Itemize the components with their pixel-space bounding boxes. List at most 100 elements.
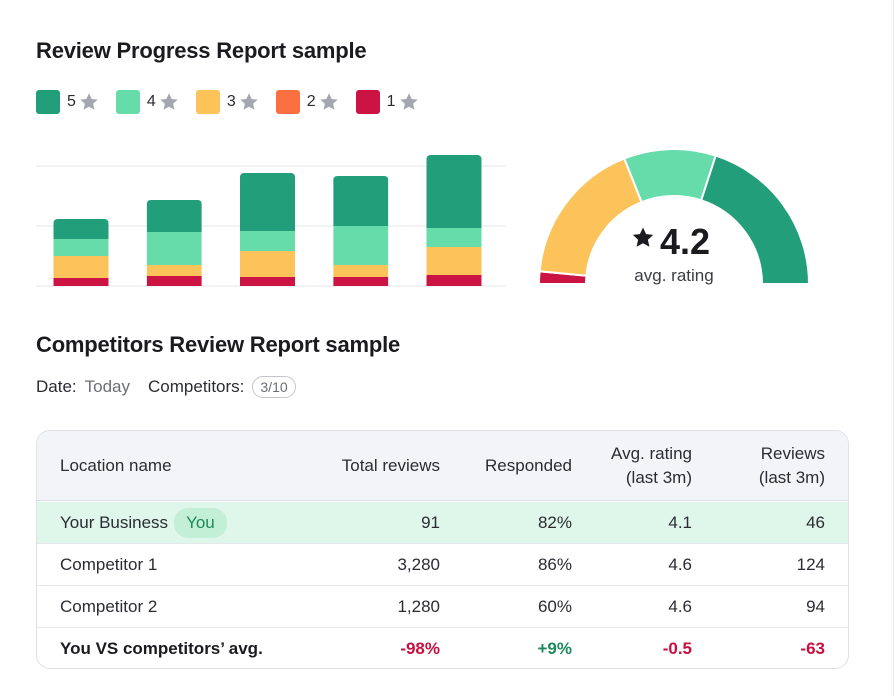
table-row: Competitor 1 3,280 86% 4.6 124 xyxy=(37,544,848,586)
bar-stack xyxy=(53,219,109,286)
cell-reviews-3m: 124 xyxy=(796,555,825,574)
legend-item-5: 5 xyxy=(36,90,100,114)
date-value: Today xyxy=(84,377,131,396)
star-icon xyxy=(319,93,338,110)
cell-location: Your Business You xyxy=(60,502,227,544)
table-row: Competitor 2 1,280 60% 4.6 94 xyxy=(37,586,848,628)
report-meta: Date: Today Competitors: 3/10 xyxy=(36,376,296,398)
bar-segment-4-star xyxy=(146,232,202,265)
gauge-segment-3-star xyxy=(538,157,643,277)
header-avg-rating-line1: Avg. rating xyxy=(611,444,692,463)
legend-swatch-1 xyxy=(355,90,380,114)
legend-item-3: 3 xyxy=(195,90,260,114)
header-avg-rating: Avg. rating (last 3m) xyxy=(611,442,692,490)
legend-swatch-3 xyxy=(195,90,220,114)
bar-segment-3-star xyxy=(240,251,295,277)
competitors-count-badge: 3/10 xyxy=(252,376,296,398)
cell-location: Competitor 2 xyxy=(60,597,158,616)
cell-total-reviews: 3,280 xyxy=(397,555,440,574)
cell-total-reviews: 1,280 xyxy=(397,597,440,616)
competitors-report-title: Competitors Review Report sample xyxy=(36,332,401,357)
legend-label-5: 5 xyxy=(67,93,76,110)
bar-segment-5-star xyxy=(426,155,482,228)
rating-gauge: 4.2 avg. rating xyxy=(537,148,811,285)
cell-reviews-3m: 94 xyxy=(806,597,825,616)
header-total-reviews: Total reviews xyxy=(341,456,440,475)
legend-label-3: 3 xyxy=(226,93,236,110)
bar-segment-1-star xyxy=(426,275,482,286)
summary-reviews-3m: -63 xyxy=(800,639,825,658)
bar-segment-4-star xyxy=(53,239,109,256)
legend-swatch-4 xyxy=(115,90,140,114)
cell-responded: 60% xyxy=(537,597,572,616)
date-label: Date: xyxy=(36,377,77,396)
star-icon xyxy=(80,93,98,110)
bar-stack xyxy=(333,176,389,286)
table-row-your-business: Your Business You 91 82% 4.1 46 xyxy=(37,502,848,544)
rating-legend: 5 4 3 2 1 xyxy=(36,90,436,114)
gauge-segment-5-star xyxy=(699,154,811,285)
gauge-segment-4-star xyxy=(623,148,717,204)
bar-segment-5-star xyxy=(333,176,389,226)
bar-segment-5-star xyxy=(146,200,202,232)
bar-segment-3-star xyxy=(146,265,202,276)
cell-avg-rating: 4.6 xyxy=(668,597,692,616)
bar-segment-5-star xyxy=(53,219,109,239)
header-reviews-3m: Reviews (last 3m) xyxy=(759,442,825,490)
competitors-table: Location name Total reviews Responded Av… xyxy=(36,430,849,669)
progress-report-title: Review Progress Report sample xyxy=(36,38,367,63)
gauge-value: 4.2 xyxy=(660,221,710,262)
legend-label-2: 2 xyxy=(306,93,316,110)
bar-segment-3-star xyxy=(53,256,109,278)
legend-item-1: 1 xyxy=(355,90,420,114)
bar-segment-4-star xyxy=(333,226,389,265)
header-responded: Responded xyxy=(485,456,572,475)
bar-segment-4-star xyxy=(426,228,482,247)
table-header: Location name Total reviews Responded Av… xyxy=(37,431,848,501)
summary-total-reviews: -98% xyxy=(400,639,440,658)
bar-segment-5-star xyxy=(240,173,295,231)
legend-item-4: 4 xyxy=(115,90,180,114)
star-icon xyxy=(160,93,178,110)
bar-stack xyxy=(240,173,295,286)
summary-label: You VS competitors’ avg. xyxy=(60,639,263,658)
cell-reviews-3m: 46 xyxy=(806,513,825,532)
legend-label-1: 1 xyxy=(386,93,396,110)
bar-segment-4-star xyxy=(240,231,295,251)
legend-label-4: 4 xyxy=(146,93,156,110)
cell-avg-rating: 4.1 xyxy=(668,513,692,532)
stacked-bar-chart xyxy=(36,155,506,287)
bar-stack xyxy=(426,155,482,286)
business-name: Your Business xyxy=(60,513,169,532)
cell-avg-rating: 4.6 xyxy=(668,555,692,574)
competitors-label: Competitors: xyxy=(148,377,245,396)
summary-avg-rating: -0.5 xyxy=(662,639,692,658)
bar-segment-1-star xyxy=(333,277,389,286)
header-reviews-line1: Reviews xyxy=(760,444,825,463)
header-reviews-line2: (last 3m) xyxy=(758,468,825,487)
star-icon xyxy=(632,227,654,247)
cell-responded: 86% xyxy=(537,555,572,574)
you-badge: You xyxy=(174,507,227,538)
cell-responded: 82% xyxy=(537,513,572,532)
summary-responded: +9% xyxy=(537,639,573,658)
header-avg-rating-line2: (last 3m) xyxy=(625,468,692,487)
gauge-arcs xyxy=(537,148,811,285)
legend-swatch-2 xyxy=(275,90,300,114)
header-location: Location name xyxy=(60,456,172,475)
cell-total-reviews: 91 xyxy=(421,513,440,532)
bar-segment-1-star xyxy=(146,276,202,286)
gauge-label: avg. rating xyxy=(634,266,713,285)
star-icon xyxy=(240,93,258,110)
cell-location: Competitor 1 xyxy=(60,555,158,574)
bar-segment-3-star xyxy=(426,247,482,275)
bar-segment-1-star xyxy=(240,277,295,286)
star-icon xyxy=(399,93,418,110)
bar-segment-3-star xyxy=(333,265,389,277)
table-summary-row: You VS competitors’ avg. -98% +9% -0.5 -… xyxy=(37,628,848,668)
bar-segment-1-star xyxy=(53,278,109,286)
legend-item-2: 2 xyxy=(275,90,340,114)
legend-swatch-5 xyxy=(36,90,60,114)
bar-stack xyxy=(146,200,202,286)
